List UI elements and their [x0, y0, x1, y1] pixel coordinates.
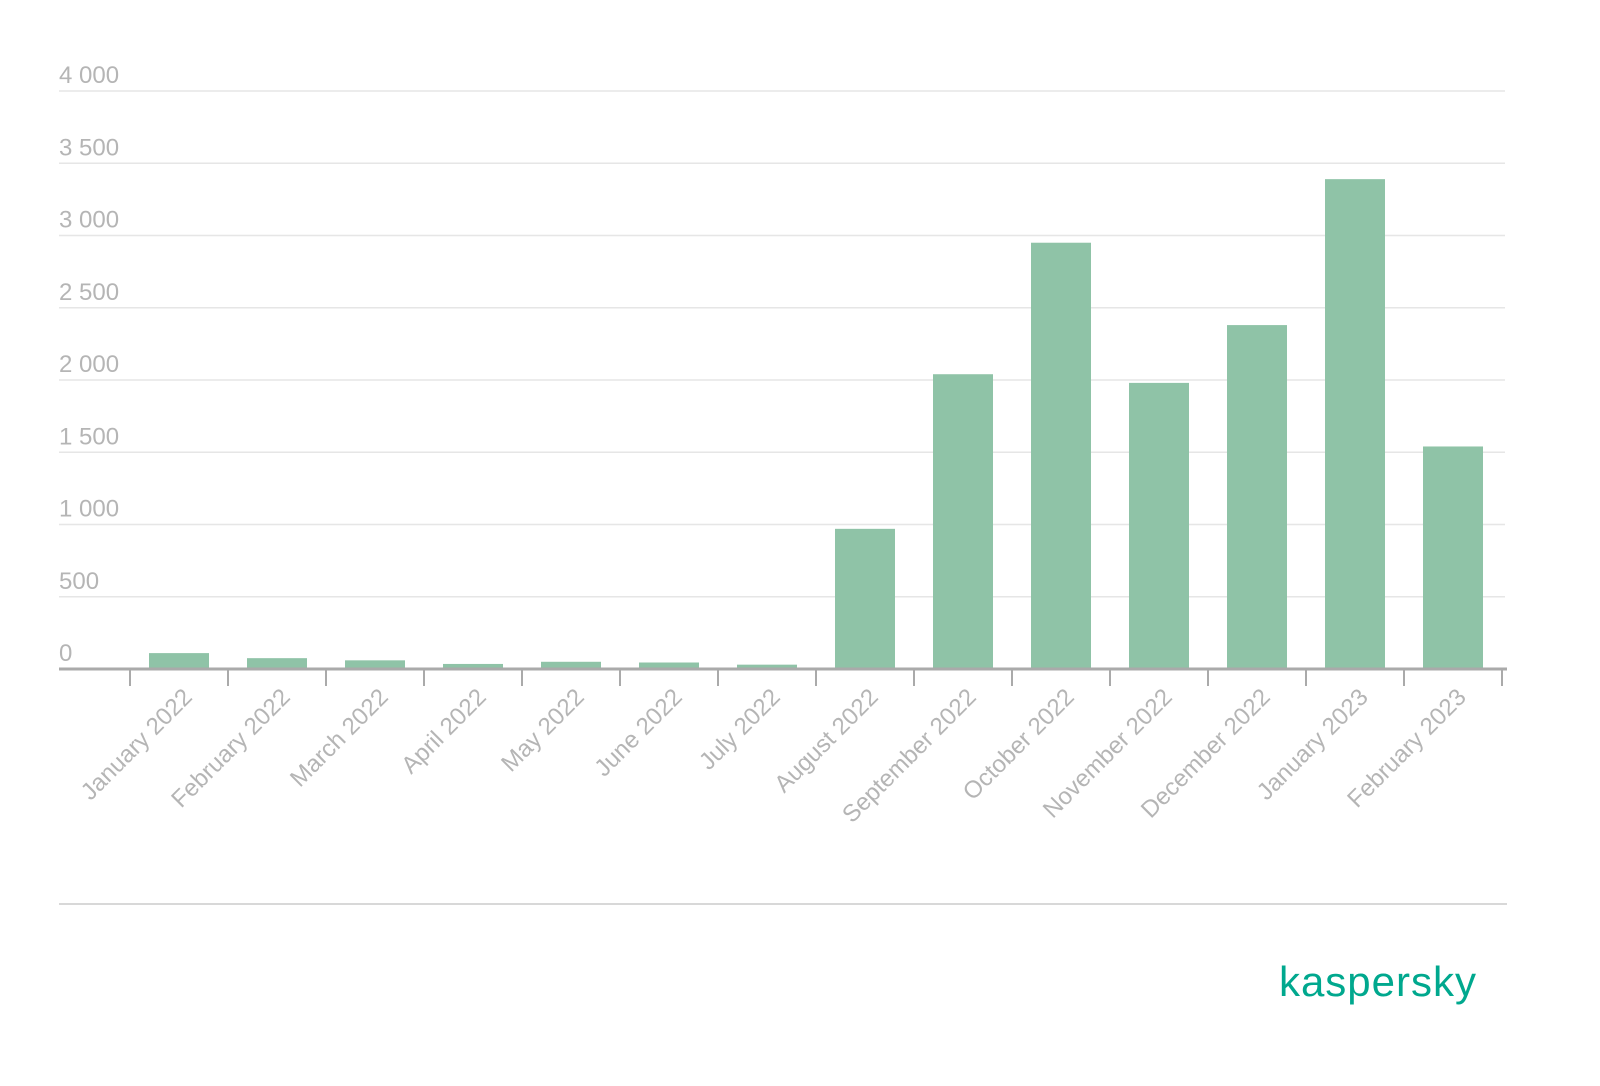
- bar: [1325, 179, 1385, 669]
- y-tick-label: 2 500: [59, 279, 119, 306]
- bar: [933, 374, 993, 669]
- y-tick-label: 4 000: [59, 62, 119, 89]
- logo: kaspersky: [1279, 958, 1477, 1005]
- y-tick-label: 1 500: [59, 423, 119, 450]
- bar: [247, 658, 307, 669]
- grid: 0 500 1 000 1 500 2 000 2 500 3 000 3 500 4 000: [59, 62, 1505, 670]
- bar: [443, 663, 503, 669]
- y-tick-label: 1 000: [59, 496, 119, 523]
- bar: [149, 653, 209, 669]
- y-tick-label: 3 000: [59, 207, 119, 234]
- bar: [1227, 325, 1287, 669]
- bar: [835, 528, 895, 669]
- y-tick-label: 500: [59, 568, 99, 595]
- bar: [639, 662, 699, 669]
- bars: [149, 179, 1483, 669]
- y-tick-label: 3 500: [59, 134, 119, 161]
- y-tick-label: 2 000: [59, 351, 119, 378]
- bar: [345, 660, 405, 669]
- bar: [1129, 382, 1189, 669]
- bar: [1031, 242, 1091, 669]
- bar: [737, 664, 797, 669]
- bar: [541, 661, 601, 669]
- y-tick-label: 0: [59, 640, 72, 667]
- bar: [1423, 446, 1483, 669]
